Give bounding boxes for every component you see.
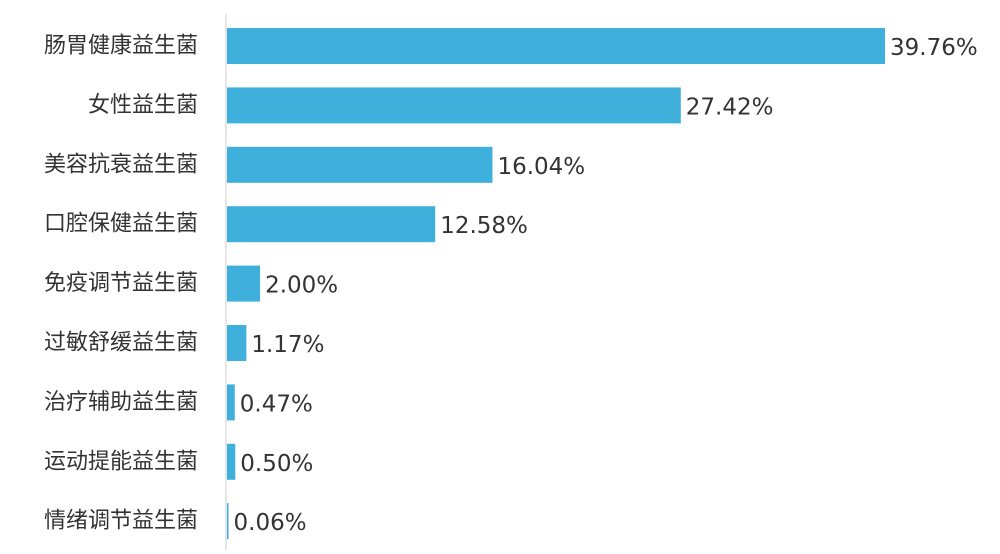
- value-label: 2.00%: [265, 273, 338, 299]
- bars-group: [227, 28, 885, 540]
- category-labels-group: 肠胃健康益生菌女性益生菌美容抗衰益生菌口腔保健益生菌免疫调节益生菌过敏舒缓益生菌…: [44, 34, 198, 534]
- category-label: 治疗辅助益生菌: [44, 390, 198, 415]
- category-label: 过敏舒缓益生菌: [44, 331, 198, 356]
- bar-6: [227, 325, 247, 361]
- value-label: 0.50%: [240, 451, 313, 477]
- value-label: 1.17%: [251, 332, 324, 358]
- category-label: 免疫调节益生菌: [44, 271, 198, 296]
- value-label: 12.58%: [440, 213, 528, 239]
- category-label: 运动提能益生菌: [44, 449, 198, 474]
- bar-9: [227, 503, 229, 540]
- value-label: 0.06%: [234, 510, 307, 536]
- category-label: 女性益生菌: [88, 93, 198, 118]
- bar-2: [227, 87, 681, 124]
- value-label: 16.04%: [497, 154, 585, 180]
- value-label: 0.47%: [240, 391, 313, 417]
- value-labels-group: 39.76% 27.42% 16.04% 12.58% 2.00% 1.17% 0.47% 0…: [234, 35, 978, 536]
- bar-8: [227, 443, 236, 480]
- category-label: 肠胃健康益生菌: [44, 34, 198, 59]
- category-label: 美容抗衰益生菌: [44, 152, 198, 177]
- category-label: 情绪调节益生菌: [44, 509, 198, 534]
- value-label: 39.76%: [890, 35, 978, 61]
- category-label: 口腔保健益生菌: [44, 212, 198, 237]
- bar-7: [227, 384, 235, 421]
- bar-1: [227, 28, 885, 64]
- bar-5: [227, 265, 261, 302]
- bar-3: [227, 146, 493, 183]
- value-label: 27.42%: [686, 94, 774, 120]
- bar-4: [227, 206, 436, 243]
